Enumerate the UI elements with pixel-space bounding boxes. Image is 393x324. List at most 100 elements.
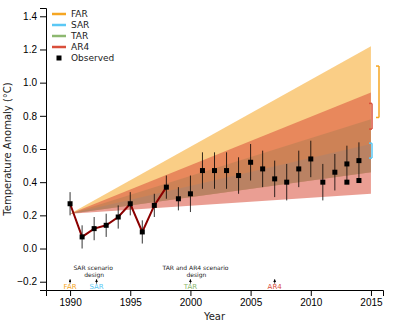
- scatter-series: [344, 178, 361, 185]
- bracket: [376, 66, 379, 117]
- x-tick: 2010: [300, 290, 323, 308]
- bracket-cap: [369, 103, 372, 105]
- point: [176, 196, 181, 201]
- point: [344, 180, 349, 185]
- y-tick-label: 0.0: [23, 243, 37, 254]
- y-tick-label: 0.8: [23, 111, 37, 122]
- legend-item: AR4: [52, 42, 89, 52]
- line: [70, 187, 166, 237]
- point: [344, 161, 349, 166]
- y-axis: −0.2 0.0 0.2 0.4 0.6 0.8 1.0 1.2 1.4: [17, 9, 46, 291]
- y-tick: 0.4: [23, 177, 46, 188]
- bracket-cap: [376, 117, 379, 119]
- y-tick-mark: [40, 83, 46, 84]
- point: [260, 166, 265, 171]
- annotation-arrow: [70, 279, 71, 284]
- x-axis-title: Year: [203, 311, 226, 322]
- y-tick: 1.0: [23, 77, 46, 88]
- scenario-label: SAR: [89, 283, 103, 291]
- point: [332, 170, 337, 175]
- point: [92, 226, 97, 231]
- point: [296, 166, 301, 171]
- y-tick-label: −0.2: [17, 276, 37, 287]
- y-tick-mark: [40, 282, 46, 283]
- band: [70, 46, 371, 214]
- point: [128, 201, 133, 206]
- x-tick: 1990: [59, 290, 82, 308]
- legend-item: Observed: [57, 53, 115, 63]
- point: [188, 191, 193, 196]
- x-tick: 1995: [120, 290, 143, 308]
- x-tick-mark: [251, 290, 252, 296]
- x-tick: 2000: [180, 290, 203, 308]
- annotation-line: FAR: [64, 283, 77, 291]
- legend-swatch: [52, 46, 66, 49]
- point: [116, 215, 121, 220]
- scatter-series: [68, 141, 362, 249]
- annotations: FAR SAR TAR AR4 SAR scenario design TAR and A…: [64, 264, 283, 291]
- annotation-line: TAR: [183, 283, 198, 291]
- legend-label: SAR: [71, 20, 89, 30]
- annotation-arrow: [190, 279, 191, 284]
- y-tick: 0.6: [23, 144, 46, 155]
- point: [284, 180, 289, 185]
- y-tick-mark: [40, 49, 46, 50]
- y-tick-label: 1.2: [23, 44, 37, 55]
- y-tick-label: 1.0: [23, 77, 37, 88]
- scenario-label: FAR: [64, 283, 77, 291]
- annotation: TAR and AR4 scenario design: [162, 264, 231, 279]
- legend-label: Observed: [71, 53, 114, 63]
- point: [200, 168, 205, 173]
- annotation-line: design: [186, 271, 206, 279]
- y-tick: 0.2: [23, 210, 46, 221]
- point: [224, 168, 229, 173]
- legend-swatch: [52, 13, 66, 16]
- y-tick-label: 0.4: [23, 177, 37, 188]
- legend-swatch: [57, 56, 62, 61]
- x-tick-label: 1990: [59, 297, 82, 308]
- legend-item: TAR: [52, 31, 88, 41]
- y-tick-label: 0.6: [23, 144, 37, 155]
- y-tick-mark: [40, 149, 46, 150]
- legend-item: SAR: [52, 20, 89, 30]
- scenario-label: TAR: [183, 283, 198, 291]
- legend-item: FAR: [52, 9, 88, 19]
- y-tick: 0.8: [23, 111, 46, 122]
- annotation-line: design: [84, 271, 104, 279]
- bracket-cap: [376, 65, 379, 67]
- point: [356, 178, 361, 183]
- bracket-line: [371, 103, 373, 129]
- point: [236, 173, 241, 178]
- y-tick-label: 0.2: [23, 210, 37, 221]
- point: [80, 234, 85, 239]
- x-tick: 2015: [360, 290, 383, 308]
- point: [320, 180, 325, 185]
- bracket-cap: [369, 157, 372, 159]
- band: [70, 93, 371, 214]
- point: [212, 168, 217, 173]
- point: [272, 176, 277, 181]
- chart: 199019952000200520102015−0.20.00.20.40.6…: [0, 0, 393, 324]
- y-tick: 0.0: [23, 243, 46, 254]
- scenario-label: AR4: [268, 283, 283, 291]
- y-tick-mark: [40, 249, 46, 250]
- annotation-arrow: [96, 279, 97, 284]
- y-tick-label: 1.4: [23, 11, 37, 22]
- y-tick: −0.2: [17, 276, 46, 287]
- x-tick-label: 2010: [300, 297, 323, 308]
- annotation-arrow: [274, 279, 275, 284]
- point: [104, 223, 109, 228]
- x-axis: 199019952000200520102015: [47, 290, 384, 308]
- y-axis-line: [40, 9, 47, 291]
- x-tick-mark: [130, 290, 131, 296]
- legend-label: AR4: [71, 42, 89, 52]
- annotation: SAR scenario design: [73, 264, 114, 279]
- bracket-line: [371, 143, 373, 158]
- y-tick: 1.2: [23, 44, 46, 55]
- x-tick-label: 1995: [120, 297, 143, 308]
- y-tick-mark: [40, 116, 46, 117]
- y-tick-mark: [40, 215, 46, 216]
- point: [308, 156, 313, 161]
- legend: FARSARTARAR4Observed: [52, 9, 114, 63]
- point: [140, 229, 145, 234]
